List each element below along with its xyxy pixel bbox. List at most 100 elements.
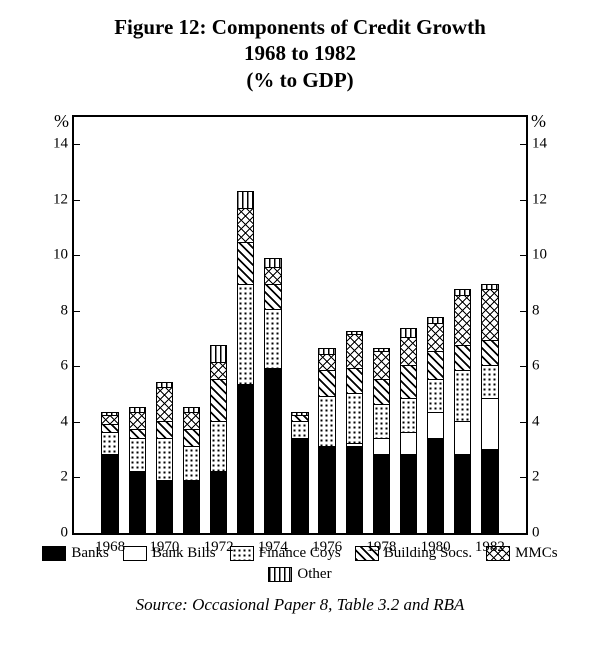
bar-1968 (101, 412, 118, 532)
title-line-3: (% to GDP) (0, 67, 600, 93)
seg-other (264, 258, 281, 266)
seg-banks (346, 446, 363, 533)
seg-banks (264, 368, 281, 533)
y-axis-unit-left: % (54, 111, 69, 132)
bar-1976 (318, 348, 335, 533)
x-tick-label: 1974 (258, 539, 288, 556)
title-line-1: Figure 12: Components of Credit Growth (0, 14, 600, 40)
seg-building_socs (183, 429, 200, 446)
seg-mmcs (210, 362, 227, 379)
bar-1969 (129, 407, 146, 533)
bar-1980 (427, 317, 444, 533)
seg-banks (373, 454, 390, 532)
seg-bank_bills (400, 432, 417, 454)
x-tick-label: 1976 (312, 539, 342, 556)
seg-finance_coys (373, 404, 390, 438)
y-tick-label: 8 (61, 302, 69, 319)
seg-banks (318, 446, 335, 533)
seg-banks (156, 480, 173, 533)
y-tick-label: 4 (61, 413, 69, 430)
bar-1970 (156, 382, 173, 533)
bar-1971 (183, 407, 200, 533)
bar-1972 (210, 345, 227, 533)
seg-mmcs (427, 323, 444, 351)
seg-mmcs (373, 351, 390, 379)
seg-mmcs (183, 412, 200, 429)
seg-finance_coys (400, 398, 417, 432)
seg-building_socs (237, 242, 254, 284)
seg-bank_bills (427, 412, 444, 437)
bar-1978 (373, 348, 390, 533)
seg-banks (427, 438, 444, 533)
x-tick-label: 1980 (421, 539, 451, 556)
bars-layer (74, 117, 526, 533)
seg-bank_bills (373, 438, 390, 455)
seg-building_socs (318, 370, 335, 395)
seg-banks (101, 454, 118, 532)
legend-item-other: Other (268, 566, 331, 583)
x-tick-label: 1970 (149, 539, 179, 556)
y-tick-label: 10 (53, 247, 68, 264)
seg-finance_coys (156, 438, 173, 480)
bar-1973 (237, 191, 254, 533)
seg-banks (400, 454, 417, 532)
seg-mmcs (481, 289, 498, 339)
bar-1981 (454, 289, 471, 533)
y-tick-label: 8 (532, 302, 540, 319)
seg-mmcs (237, 208, 254, 242)
seg-mmcs (346, 334, 363, 368)
seg-banks (129, 471, 146, 533)
seg-building_socs (346, 368, 363, 393)
seg-finance_coys (264, 309, 281, 368)
y-tick-label: 6 (61, 358, 69, 375)
seg-finance_coys (129, 438, 146, 472)
y-tick-label: 12 (532, 191, 547, 208)
seg-building_socs (427, 351, 444, 379)
seg-other (237, 191, 254, 208)
source-note: Source: Occasional Paper 8, Table 3.2 an… (0, 595, 600, 615)
seg-banks (183, 480, 200, 533)
seg-finance_coys (101, 432, 118, 454)
seg-banks (237, 384, 254, 532)
bar-1977 (346, 331, 363, 533)
y-tick-label: 14 (53, 136, 68, 153)
x-tick-label: 1968 (95, 539, 125, 556)
legend-label: MMCs (515, 545, 558, 562)
seg-other (400, 328, 417, 336)
seg-finance_coys (318, 396, 335, 446)
seg-mmcs (101, 415, 118, 423)
seg-mmcs (156, 387, 173, 421)
seg-finance_coys (210, 421, 227, 471)
seg-finance_coys (427, 379, 444, 413)
seg-banks (210, 471, 227, 533)
legend-swatch (123, 546, 147, 561)
plot-area: 0022446688101012121414196819701972197419… (72, 115, 528, 535)
figure-12: { "title_line1": "Figure 12: Components … (0, 0, 600, 662)
seg-bank_bills (481, 398, 498, 448)
y-tick-label: 10 (532, 247, 547, 264)
seg-building_socs (156, 421, 173, 438)
figure-title: Figure 12: Components of Credit Growth 1… (0, 14, 600, 93)
seg-building_socs (481, 340, 498, 365)
y-axis-unit-right: % (531, 111, 546, 132)
x-tick-label: 1972 (204, 539, 234, 556)
seg-finance_coys (237, 284, 254, 385)
seg-banks (454, 454, 471, 532)
chart-container: % % 002244668810101212141419681970197219… (40, 115, 560, 535)
bar-1982 (481, 284, 498, 533)
seg-mmcs (129, 412, 146, 429)
legend-swatch (42, 546, 66, 561)
x-tick-label: 1978 (366, 539, 396, 556)
bar-1979 (400, 328, 417, 532)
seg-finance_coys (346, 393, 363, 443)
bar-1974 (264, 258, 281, 532)
bar-1975 (291, 412, 308, 532)
seg-other (210, 345, 227, 362)
seg-building_socs (264, 284, 281, 309)
seg-building_socs (210, 379, 227, 421)
seg-mmcs (318, 354, 335, 371)
legend-swatch (268, 567, 292, 582)
seg-finance_coys (454, 370, 471, 420)
seg-building_socs (373, 379, 390, 404)
seg-finance_coys (291, 421, 308, 438)
